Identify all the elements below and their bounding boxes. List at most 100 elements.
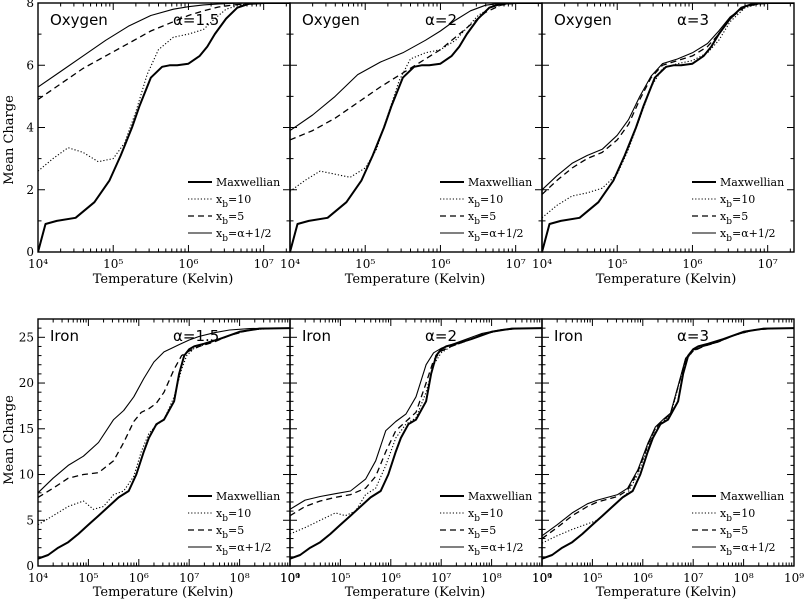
x-tick-label: 10⁹ xyxy=(784,571,804,585)
legend-label-maxwellian: Maxwellian xyxy=(720,490,784,503)
x-tick-label: 10⁷ xyxy=(254,257,274,271)
series-line-xb5 xyxy=(290,327,542,517)
x-axis-label-top-1: Temperature (Kelvin) xyxy=(93,272,234,287)
y-axis-label-top: Mean Charge xyxy=(2,95,17,185)
panel-element-title: Iron xyxy=(50,327,79,345)
legend-label-xb5: xb=5 xyxy=(468,210,496,227)
series-line-xb5 xyxy=(542,3,794,195)
legend-label-xba: xb=α+1/2 xyxy=(720,227,776,244)
y-tick-label: 25 xyxy=(19,330,34,344)
panel-alpha-title: α=1.5 xyxy=(173,327,219,345)
x-tick-label: 10⁹ xyxy=(280,571,300,585)
x-tick-label: 10⁶ xyxy=(381,571,401,585)
legend-label-xb10: xb=10 xyxy=(720,193,755,210)
x-tick-label: 10⁷ xyxy=(506,257,526,271)
legend-label-xba: xb=α+1/2 xyxy=(468,541,524,558)
legend-label-xb10: xb=10 xyxy=(468,193,503,210)
legend-label-maxwellian: Maxwellian xyxy=(216,176,280,189)
panel-element-title: Iron xyxy=(302,327,331,345)
chart-panel-1: 10⁴ 10⁵ 10⁶ 10⁷ 0 2 4 6 8 Oxygen α=1.5 Maxwellian xb… xyxy=(26,0,291,271)
series-line-xb5 xyxy=(38,327,290,498)
y-tick-label: 5 xyxy=(26,513,34,527)
x-tick-label: 10⁵ xyxy=(330,571,350,585)
series-group xyxy=(542,3,794,252)
x-axis-label-bottom-2: Temperature (Kelvin) xyxy=(345,585,486,600)
series-line-xba xyxy=(542,327,794,537)
series-line-maxwellian xyxy=(290,327,542,560)
panel-element-title: Iron xyxy=(554,327,583,345)
panel-frame xyxy=(37,2,291,253)
x-axis-label-bottom-1: Temperature (Kelvin) xyxy=(93,585,234,600)
series-line-maxwellian xyxy=(542,3,794,252)
series-line-xb5 xyxy=(542,327,794,540)
y-tick-label: 0 xyxy=(26,245,34,259)
legend-label-xb5: xb=5 xyxy=(468,524,496,541)
x-tick-label: 10⁵ xyxy=(78,571,98,585)
legend-label-xb10: xb=10 xyxy=(720,507,755,524)
x-tick-label: 10⁴ xyxy=(28,257,48,271)
series-line-xb10 xyxy=(38,3,290,172)
x-tick-label: 10⁷ xyxy=(431,571,451,585)
legend-label-xb5: xb=5 xyxy=(216,524,244,541)
x-tick-label: 10⁵ xyxy=(355,257,375,271)
chart-panel-6: 10⁴ 10⁵ 10⁶ 10⁷ 10⁸ 10⁹ Iron α=3 Maxwellian xb=10… xyxy=(532,318,804,585)
series-group xyxy=(38,327,290,560)
series-line-xb10 xyxy=(290,3,542,192)
x-tick-label: 10⁶ xyxy=(633,571,653,585)
panel-element-title: Oxygen xyxy=(50,11,108,29)
legend-label-xb10: xb=10 xyxy=(216,193,251,210)
series-line-xba xyxy=(290,327,542,510)
x-tick-label: 10⁷ xyxy=(179,571,199,585)
panel-frame xyxy=(289,318,543,567)
panel-alpha-title: α=3 xyxy=(677,327,709,345)
series-line-xba xyxy=(290,3,542,132)
legend-label-xb5: xb=5 xyxy=(720,524,748,541)
panel-alpha-title: α=2 xyxy=(425,327,457,345)
series-group xyxy=(542,327,794,560)
series-line-xba xyxy=(542,3,794,191)
x-tick-label: 10⁶ xyxy=(129,571,149,585)
x-tick-label: 10⁴ xyxy=(280,257,300,271)
series-line-xba xyxy=(38,327,290,494)
y-tick-label: 20 xyxy=(19,376,34,390)
y-tick-label: 2 xyxy=(26,183,34,197)
x-tick-label: 10⁷ xyxy=(758,257,778,271)
legend-label-maxwellian: Maxwellian xyxy=(720,176,784,189)
panel-frame xyxy=(289,2,543,253)
series-line-xb10 xyxy=(38,327,290,526)
panel-element-title: Oxygen xyxy=(554,11,612,29)
chart-panel-5: 10⁴ 10⁵ 10⁶ 10⁷ 10⁸ 10⁹ Iron α=2 Maxwellian xb=10… xyxy=(280,318,552,585)
y-tick-label: 10 xyxy=(19,468,34,482)
x-tick-label: 10⁸ xyxy=(482,571,502,585)
series-line-maxwellian xyxy=(38,327,290,560)
x-tick-label: 10⁵ xyxy=(582,571,602,585)
legend-label-maxwellian: Maxwellian xyxy=(468,490,532,503)
x-tick-label: 10⁶ xyxy=(682,257,702,271)
x-axis-label-top-3: Temperature (Kelvin) xyxy=(596,272,737,287)
x-tick-label: 10⁹ xyxy=(532,571,552,585)
series-line-xb10 xyxy=(542,3,794,219)
x-tick-label: 10⁴ xyxy=(532,257,552,271)
x-tick-label: 10⁶ xyxy=(178,257,198,271)
y-tick-label: 15 xyxy=(19,422,34,436)
legend-label-xb5: xb=5 xyxy=(216,210,244,227)
series-line-xba xyxy=(38,3,290,88)
legend-label-xb10: xb=10 xyxy=(468,507,503,524)
panel-alpha-title: α=2 xyxy=(425,11,457,29)
x-tick-label: 10⁷ xyxy=(683,571,703,585)
x-tick-label: 10⁴ xyxy=(280,571,300,585)
chart-panel-4: 10⁴ 10⁵ 10⁶ 10⁷ 10⁸ 10⁹ 0 5 10 15 20 25 Iron α=1.5 Max… xyxy=(19,318,300,585)
y-axis-label-bottom: Mean Charge xyxy=(2,395,17,485)
panel-frame xyxy=(541,2,795,253)
legend-label-xba: xb=α+1/2 xyxy=(216,227,272,244)
panel-alpha-title: α=1.5 xyxy=(173,11,219,29)
series-line-maxwellian xyxy=(542,327,794,560)
x-tick-label: 10⁴ xyxy=(532,571,552,585)
legend-label-xb10: xb=10 xyxy=(216,507,251,524)
